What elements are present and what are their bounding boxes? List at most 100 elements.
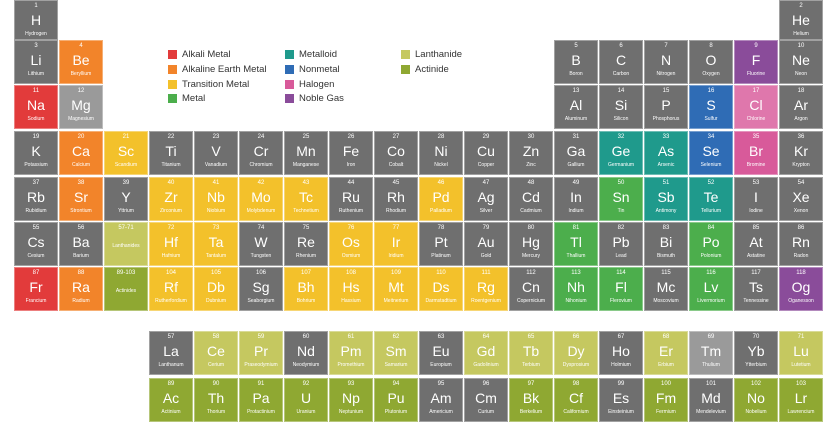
element-v: 23 V Vanadium bbox=[194, 131, 238, 175]
element-fr: 87 Fr Francium bbox=[14, 267, 58, 311]
element-name: Oxygen bbox=[702, 71, 720, 77]
element-symbol: K bbox=[31, 143, 41, 159]
element-nh: 113 Nh Nihonium bbox=[554, 267, 598, 311]
element-name: Lanthanum bbox=[158, 362, 184, 368]
atomic-number: 18 bbox=[797, 88, 805, 94]
element-symbol: Zr bbox=[164, 189, 178, 205]
series-placeholder-cell: 57-71 Lanthanides bbox=[104, 222, 148, 266]
element-symbol: Fr bbox=[29, 279, 43, 295]
element-name: Actinides bbox=[115, 288, 137, 294]
atomic-number: 57-71 bbox=[118, 225, 134, 231]
element-br: 35 Br Bromine bbox=[734, 131, 778, 175]
element-ta: 73 Ta Tantalum bbox=[194, 222, 238, 266]
atomic-number: 112 bbox=[526, 270, 536, 276]
atomic-number: 103 bbox=[795, 381, 806, 387]
element-symbol: Po bbox=[702, 234, 720, 250]
element-b: 5 B Boron bbox=[554, 40, 598, 84]
element-sg: 106 Sg Seaborgium bbox=[239, 267, 283, 311]
atomic-number: 66 bbox=[572, 334, 580, 340]
element-symbol: Ce bbox=[207, 343, 225, 359]
element-name: Arsenic bbox=[657, 162, 675, 168]
element-ra: 88 Ra Radium bbox=[59, 267, 103, 311]
element-symbol: Gd bbox=[476, 343, 496, 359]
element-cm: 96 Cm Curium bbox=[464, 378, 508, 422]
element-name: Niobium bbox=[206, 208, 226, 214]
element-cl: 17 Cl Chlorine bbox=[734, 85, 778, 129]
element-bk: 97 Bk Berkelium bbox=[509, 378, 553, 422]
element-symbol: Pd bbox=[432, 189, 450, 205]
element-name: Thallium bbox=[566, 253, 586, 259]
element-name: Silicon bbox=[613, 116, 629, 122]
atomic-number: 42 bbox=[257, 180, 265, 186]
element-name: Aluminum bbox=[564, 116, 588, 122]
element-lv: 116 Lv Livermorium bbox=[689, 267, 733, 311]
atomic-number: 38 bbox=[77, 180, 85, 186]
element-cu: 29 Cu Copper bbox=[464, 131, 508, 175]
element-name: Titanium bbox=[161, 162, 181, 168]
element-mn: 25 Mn Manganese bbox=[284, 131, 328, 175]
element-name: Cesium bbox=[27, 253, 45, 259]
element-symbol: Be bbox=[72, 52, 90, 68]
element-name: Oganesson bbox=[788, 298, 814, 304]
element-ac: 89 Ac Actinium bbox=[149, 378, 193, 422]
element-symbol: Se bbox=[702, 143, 720, 159]
element-name: Chlorine bbox=[746, 116, 766, 122]
atomic-number: 36 bbox=[797, 134, 805, 140]
element-ts: 117 Ts Tennessine bbox=[734, 267, 778, 311]
element-symbol: Bi bbox=[659, 234, 673, 250]
atomic-number: 108 bbox=[345, 270, 356, 276]
element-name: Sulfur bbox=[704, 116, 718, 122]
atomic-number: 16 bbox=[707, 88, 715, 94]
atomic-number: 28 bbox=[437, 134, 445, 140]
element-name: Lithium bbox=[27, 71, 45, 77]
atomic-number: 34 bbox=[707, 134, 715, 140]
element-symbol: Sn bbox=[612, 189, 630, 205]
element-te: 52 Te Tellurium bbox=[689, 177, 733, 221]
element-symbol: S bbox=[706, 97, 716, 113]
element-name: Protactinium bbox=[247, 409, 275, 415]
element-name: Argon bbox=[794, 116, 808, 122]
element-name: Europium bbox=[430, 362, 452, 368]
atomic-number: 1 bbox=[34, 3, 38, 9]
atomic-number: 44 bbox=[347, 180, 355, 186]
element-name: Krypton bbox=[792, 162, 810, 168]
element-symbol: Rb bbox=[27, 189, 45, 205]
atomic-number: 27 bbox=[392, 134, 400, 140]
element-lr: 103 Lr Lawrencium bbox=[779, 378, 823, 422]
element-symbol: Ge bbox=[611, 143, 631, 159]
element-pt: 78 Pt Platinum bbox=[419, 222, 463, 266]
element-mt: 109 Mt Meitnerium bbox=[374, 267, 418, 311]
element-name: Germanium bbox=[607, 162, 635, 168]
element-symbol: Nh bbox=[567, 279, 585, 295]
atomic-number: 4 bbox=[79, 43, 83, 49]
element-as: 33 As Arsenic bbox=[644, 131, 688, 175]
element-symbol: Ts bbox=[749, 279, 763, 295]
element-name: Plutonium bbox=[384, 409, 408, 415]
element-symbol: Ds bbox=[432, 279, 450, 295]
atomic-number: 22 bbox=[167, 134, 175, 140]
atomic-number: 117 bbox=[751, 270, 761, 276]
element-ar: 18 Ar Argon bbox=[779, 85, 823, 129]
series-placeholder-cell: 89-103 Actinides bbox=[104, 267, 148, 311]
atomic-number: 81 bbox=[572, 225, 580, 231]
element-p: 15 P Phosphorus bbox=[644, 85, 688, 129]
element-name: Dubnium bbox=[205, 298, 226, 304]
element-name: Barium bbox=[73, 253, 89, 259]
element-symbol: Pm bbox=[340, 343, 362, 359]
element-in: 49 In Indium bbox=[554, 177, 598, 221]
atomic-number: 98 bbox=[572, 381, 580, 387]
element-hg: 80 Hg Mercury bbox=[509, 222, 553, 266]
element-al: 13 Al Aluminum bbox=[554, 85, 598, 129]
atomic-number: 93 bbox=[347, 381, 355, 387]
element-n: 7 N Nitrogen bbox=[644, 40, 688, 84]
atomic-number: 114 bbox=[616, 270, 626, 276]
atomic-number: 29 bbox=[482, 134, 490, 140]
element-fe: 26 Fe Iron bbox=[329, 131, 373, 175]
element-name: Hassium bbox=[341, 298, 361, 304]
element-symbol: Ac bbox=[162, 390, 180, 406]
element-symbol: Si bbox=[614, 97, 628, 113]
element-rn: 86 Rn Radon bbox=[779, 222, 823, 266]
element-re: 75 Re Rhenium bbox=[284, 222, 328, 266]
atomic-number: 116 bbox=[706, 270, 716, 276]
element-name: Antimony bbox=[655, 208, 677, 214]
